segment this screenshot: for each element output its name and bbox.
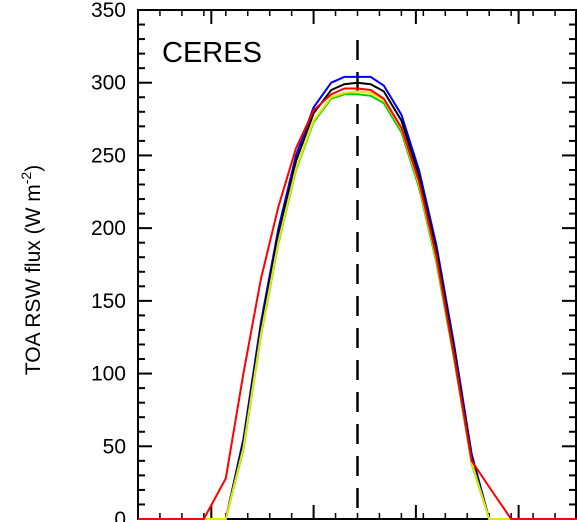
y-axis-label: TOA RSW flux (W m-2) [18,165,45,375]
y-tick-label: 300 [91,72,126,95]
y-tick-label: 50 [103,435,126,458]
y-tick-label: 350 [91,0,126,22]
y-axis-label-main: TOA RSW flux (W m [22,184,45,375]
series-line-red [138,87,577,520]
y-axis-label-sup: -2 [18,172,34,185]
y-axis-label-text: TOA RSW flux (W m-2) [18,165,45,375]
chart-annotation: CERES [162,37,262,69]
y-axis-label-close: ) [22,165,45,172]
y-tick-label: 100 [91,363,126,386]
series-line-black [138,81,577,520]
y-tick-label: 250 [91,144,126,167]
plot-area: 0 50 100 150 200 250 300 350 [91,0,577,522]
y-tick-label: 150 [91,290,126,313]
y-tick-label: 0 [114,508,126,522]
y-tick-label: 200 [91,217,126,240]
series-line-blue [138,75,577,520]
